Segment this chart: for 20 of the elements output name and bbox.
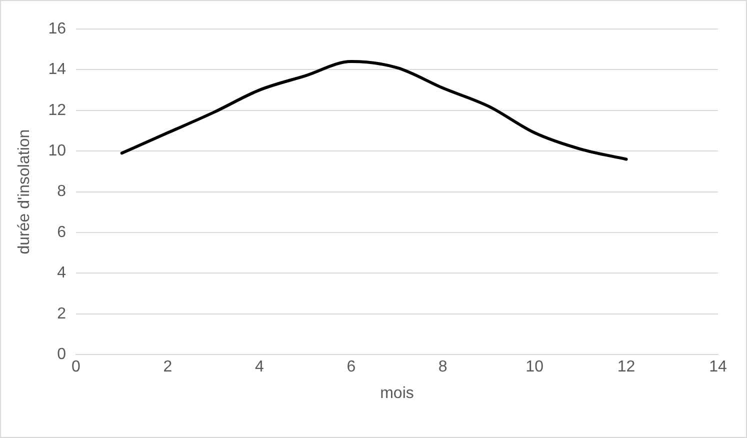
x-tick-label: 2 <box>163 358 172 376</box>
x-tick-label: 4 <box>254 358 264 376</box>
y-tick-label: 10 <box>48 142 66 160</box>
line-series <box>120 60 628 161</box>
x-tick-label: 14 <box>709 358 727 376</box>
x-tick-label: 6 <box>346 358 356 376</box>
x-tick-label: 12 <box>617 358 636 376</box>
y-tick-label: 14 <box>48 61 66 78</box>
y-tick-label: 4 <box>57 264 66 282</box>
y-tick-label: 12 <box>48 102 66 119</box>
y-tick-label: 0 <box>57 346 66 364</box>
y-tick-label: 16 <box>48 20 66 38</box>
y-tick-label: 8 <box>57 183 66 200</box>
x-tick-label: 10 <box>526 358 544 376</box>
x-tick-label: 0 <box>72 358 81 376</box>
y-axis-title: durée d'insolation <box>16 129 34 254</box>
x-tick-label: 8 <box>438 358 448 376</box>
y-tick-label: 6 <box>57 224 66 241</box>
y-tick-label: 2 <box>57 305 66 322</box>
x-axis-title: mois <box>380 384 414 402</box>
